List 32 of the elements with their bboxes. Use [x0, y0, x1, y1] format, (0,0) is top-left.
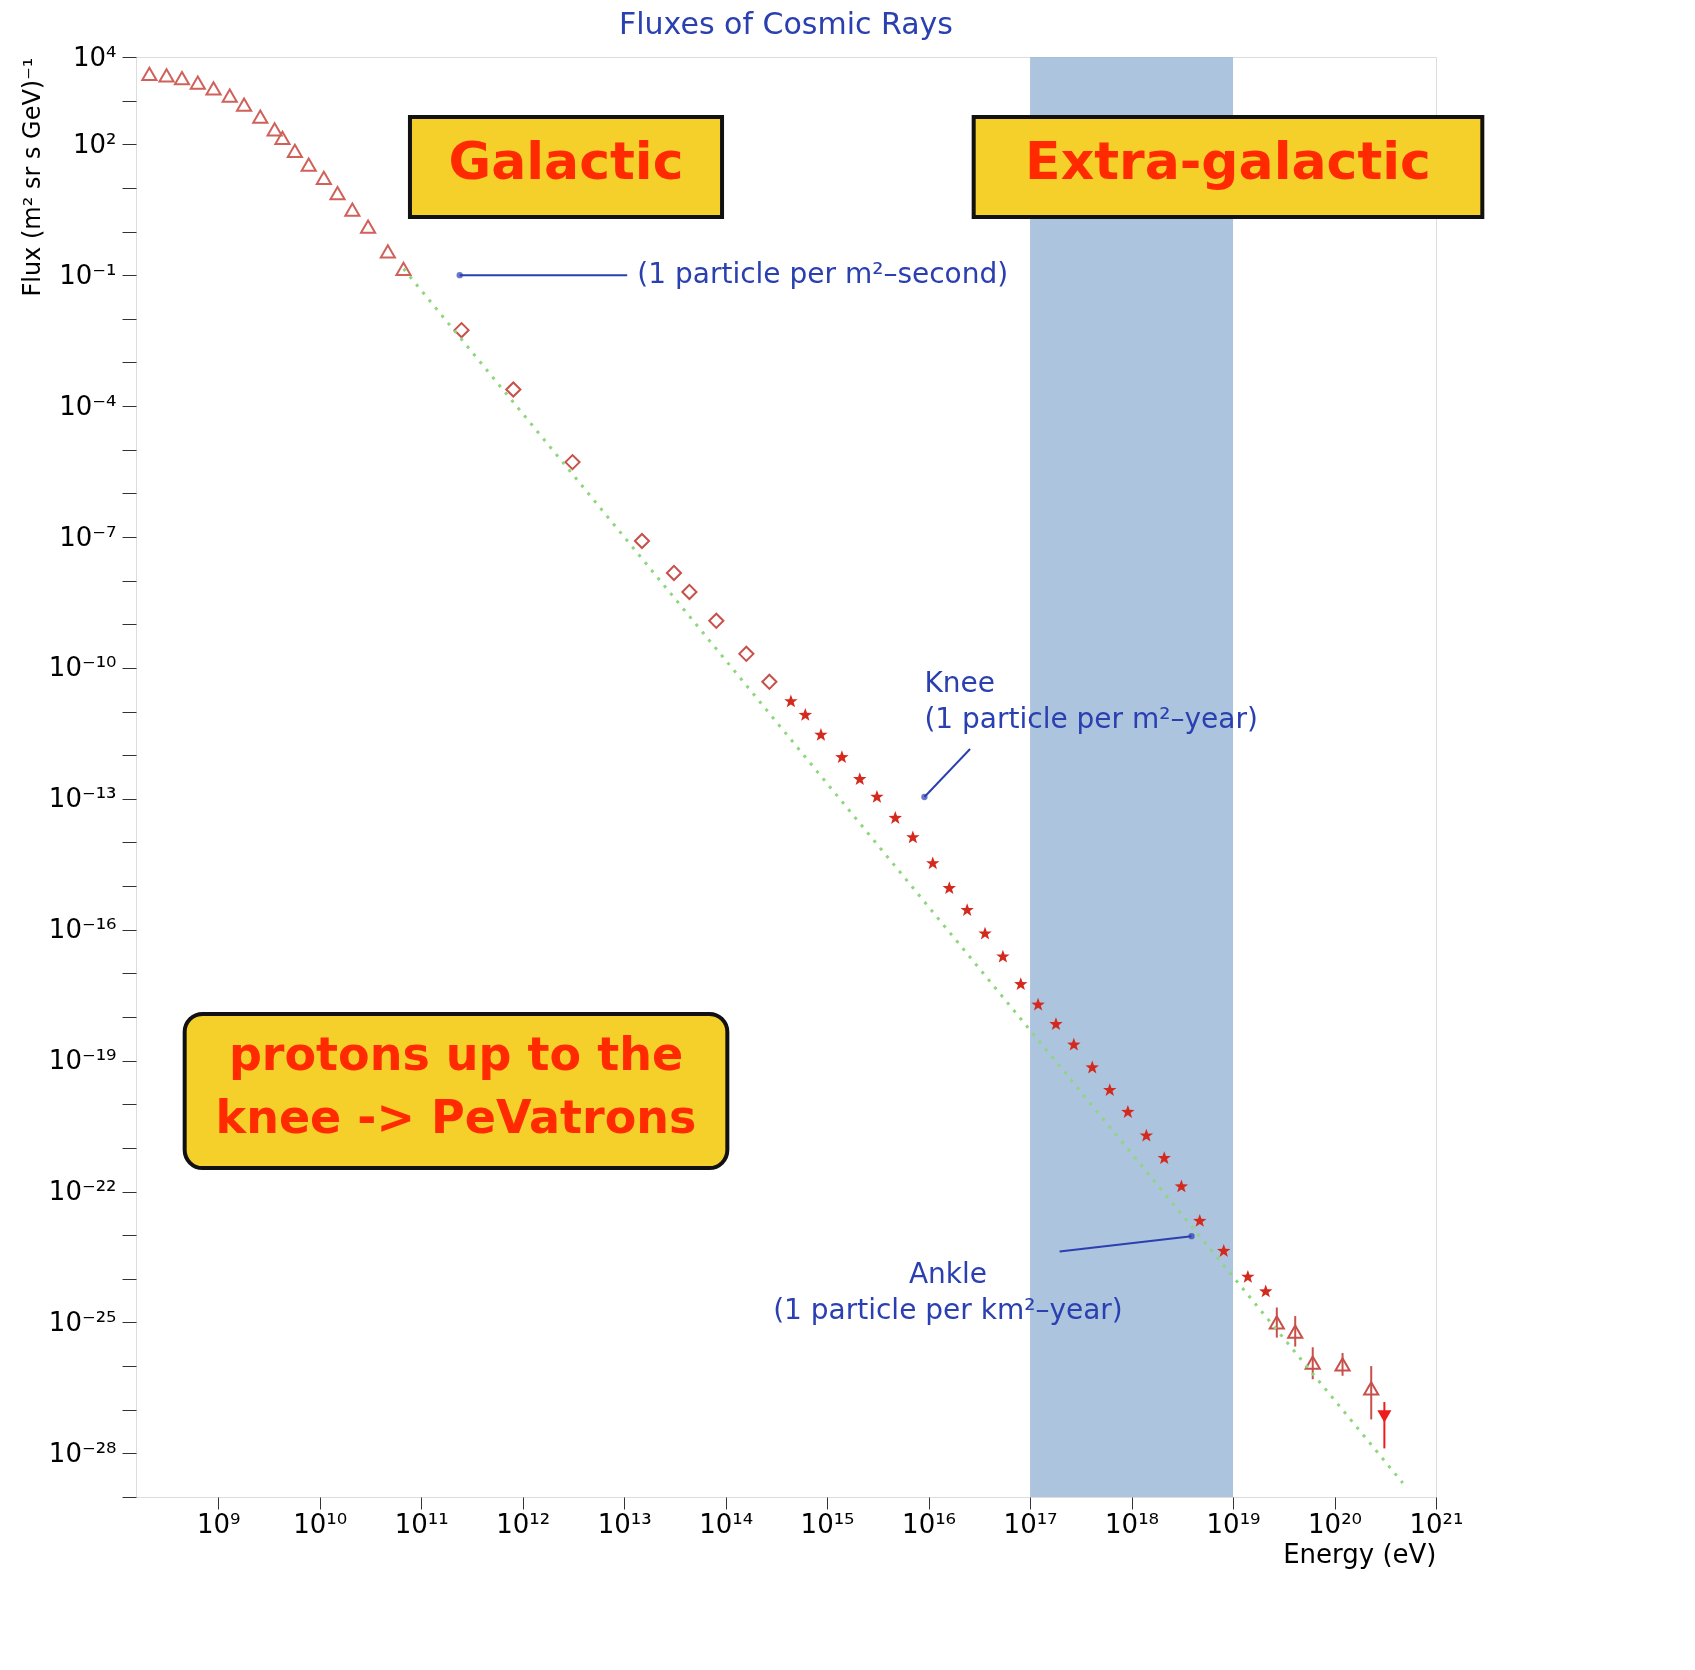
x-tick-label: 10⁹	[196, 1508, 241, 1539]
y-tick-label: 10⁻⁴	[59, 390, 117, 421]
x-tick-label: 10¹⁷	[1003, 1508, 1058, 1539]
x-tick-label: 10¹⁰	[293, 1508, 348, 1539]
chart-title: Fluxes of Cosmic Rays	[619, 6, 953, 41]
annotation: Galactic	[448, 131, 684, 192]
x-tick-label: 10²⁰	[1308, 1508, 1362, 1539]
y-tick-label: 10⁻²²	[48, 1176, 117, 1207]
x-tick-label: 10¹⁹	[1206, 1508, 1261, 1539]
y-tick-label: 10⁻²⁵	[48, 1306, 117, 1337]
annotation: Extra-galactic	[1025, 131, 1431, 192]
y-tick-label: 10⁻¹⁶	[48, 914, 117, 945]
y-axis-title: Flux (m² sr s GeV)⁻¹	[17, 57, 46, 297]
y-tick-label: 10⁻¹³	[48, 783, 117, 814]
x-axis-title: Energy (eV)	[1283, 1538, 1437, 1569]
x-tick-label: 10¹³	[597, 1508, 652, 1539]
x-tick-label: 10¹⁶	[902, 1508, 957, 1539]
x-tick-label: 10¹⁸	[1105, 1508, 1160, 1539]
y-tick-label: 10⁻¹	[59, 259, 117, 290]
y-tick-label: 10⁻¹⁰	[48, 652, 117, 683]
x-tick-label: 10²¹	[1409, 1508, 1464, 1539]
x-tick-label: 10¹⁴	[699, 1508, 754, 1539]
y-tick-label: 10⁻¹⁹	[48, 1045, 117, 1076]
x-tick-label: 10¹⁵	[800, 1508, 855, 1539]
x-tick-label: 10¹¹	[394, 1508, 449, 1539]
y-tick-label: 10⁴	[72, 41, 117, 72]
y-tick-label: 10⁻⁷	[59, 521, 117, 552]
annotation: protons up to the knee -> PeVatrons	[215, 1027, 697, 1144]
x-tick-label: 10¹²	[496, 1508, 551, 1539]
annotation: (1 particle per m²–second)	[637, 257, 1009, 291]
y-tick-label: 10⁻²⁸	[48, 1437, 117, 1468]
y-tick-label: 10²	[72, 128, 117, 159]
